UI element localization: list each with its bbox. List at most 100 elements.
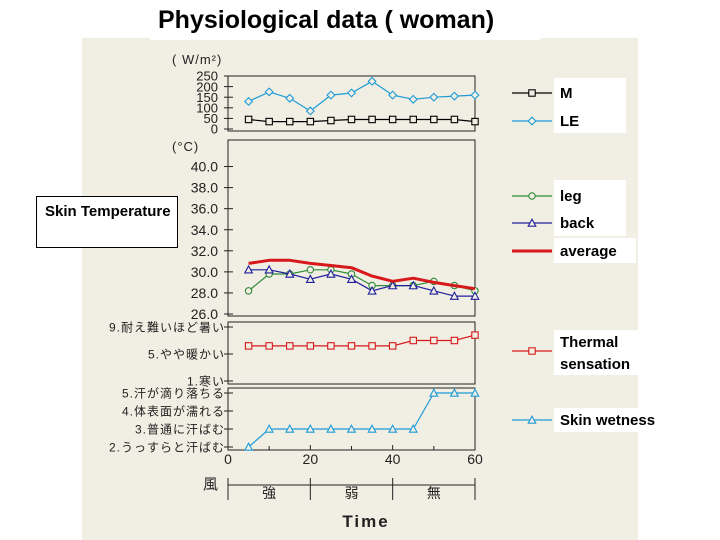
legend-label: M — [560, 85, 573, 102]
data-point-skin-wetness — [408, 424, 418, 433]
y-tick-label-skin-wetness: 5.汗が滴り落ちる — [122, 385, 225, 400]
data-point-m — [471, 117, 479, 126]
data-point-thermal-sensation — [388, 342, 397, 350]
data-point-le — [244, 96, 254, 107]
wind-segment-label: 強 — [262, 485, 276, 501]
legend-box — [554, 408, 666, 432]
data-point-back — [429, 285, 439, 295]
chart-paper-background — [82, 38, 638, 540]
legend-marker-le — [527, 116, 537, 126]
wind-segment-label: 弱 — [345, 485, 359, 501]
data-point-m — [306, 117, 315, 126]
data-point-skin-wetness — [387, 424, 398, 433]
data-point-m — [265, 117, 273, 126]
data-point-skin-wetness — [346, 424, 357, 433]
legend-marker-back — [527, 218, 537, 227]
legend-box — [554, 330, 643, 375]
skin-temperature-label: Skin Temperature — [36, 196, 178, 248]
data-point-back — [470, 291, 480, 300]
y-tick-label-skin-temperature: 28.0 — [191, 285, 218, 301]
data-point-back — [387, 280, 398, 290]
y-tick-label-skin-wetness: 2.うっすらと汗ばむ — [109, 440, 225, 454]
panel-frame-skin-temperature — [227, 139, 476, 317]
y-axis-label-skin-temperature: (°C) — [172, 139, 199, 154]
y-tick-label-thermal-sensation: 5.やや暖かい — [148, 347, 225, 361]
y-tick-label-skin-wetness: 3.普通に汗ばむ — [135, 422, 225, 436]
data-point-m — [347, 115, 356, 124]
data-point-leg — [306, 266, 315, 274]
data-point-m — [327, 116, 335, 125]
data-point-skin-wetness — [367, 424, 377, 433]
y-tick-label-skin-temperature: 38.0 — [191, 180, 218, 196]
data-point-back — [305, 274, 316, 283]
x-axis-label: Time — [342, 512, 389, 531]
data-point-m — [430, 115, 438, 124]
data-point-thermal-sensation — [409, 336, 417, 345]
data-point-thermal-sensation — [327, 342, 335, 350]
data-point-le — [408, 94, 418, 104]
panel-frame-thermal-sensation — [227, 321, 476, 385]
legend-marker-m — [528, 89, 536, 97]
y-tick-label-skin-temperature: 30.0 — [191, 264, 218, 280]
y-tick-label-thermal-sensation: 1.寒い — [187, 373, 225, 388]
legend-marker-thermal-sensation — [528, 347, 536, 355]
data-point-thermal-sensation — [368, 342, 376, 350]
data-point-le — [305, 106, 315, 116]
y-tick-label-skin-wetness: 4.体表面が濡れる — [122, 403, 225, 418]
panel-frame-energy — [227, 75, 476, 132]
legend-label: back — [560, 215, 595, 232]
legend-box — [554, 78, 626, 133]
data-point-m — [450, 115, 459, 124]
data-point-m — [244, 115, 253, 124]
data-point-m — [285, 117, 294, 126]
legend-box — [554, 238, 636, 263]
y-tick-label-energy: 50 — [204, 111, 218, 126]
legend-label: Skin wetness — [560, 412, 655, 429]
y-tick-label-energy: 0 — [211, 122, 218, 137]
data-point-thermal-sensation — [244, 342, 253, 350]
data-point-back — [326, 269, 336, 278]
legend-marker-skin-wetness — [527, 415, 537, 424]
y-tick-label-energy: 150 — [196, 90, 218, 105]
panel-frame-skin-wetness — [227, 387, 476, 451]
legend-label: Thermal sensation — [560, 334, 630, 373]
series-line-thermal-sensation — [248, 334, 476, 347]
data-point-le — [449, 91, 459, 101]
x-tick-label: 40 — [385, 451, 401, 467]
data-point-le — [285, 93, 295, 103]
series-line-skin-wetness — [248, 392, 475, 448]
y-tick-label-skin-temperature: 40.0 — [191, 159, 218, 175]
series-line-le — [248, 80, 476, 112]
data-point-le — [388, 90, 398, 100]
y-tick-label-skin-temperature: 32.0 — [191, 243, 218, 259]
data-point-back — [243, 264, 254, 274]
legend-label: leg — [560, 188, 582, 205]
y-tick-label-skin-temperature: 26.0 — [191, 306, 218, 322]
data-point-m — [409, 115, 417, 124]
y-tick-label-skin-temperature: 36.0 — [191, 201, 218, 217]
y-tick-label-energy: 250 — [196, 69, 218, 84]
data-point-skin-wetness — [326, 424, 336, 433]
page-title: Physiological data ( woman) — [150, 0, 540, 40]
data-point-le — [346, 88, 357, 98]
y-tick-label-energy: 100 — [196, 100, 218, 115]
data-point-skin-wetness — [429, 388, 439, 397]
x-tick-label: 60 — [467, 451, 483, 467]
series-line-back — [248, 269, 475, 297]
data-point-thermal-sensation — [265, 342, 273, 350]
data-point-skin-wetness — [305, 424, 316, 433]
y-tick-label-thermal-sensation: 9.耐え難いほど暑い — [109, 319, 225, 334]
data-point-skin-wetness — [285, 424, 295, 433]
data-point-back — [367, 285, 377, 295]
series-line-average — [248, 258, 476, 291]
data-point-le — [326, 90, 336, 100]
data-point-le — [429, 92, 439, 102]
x-tick-label: 0 — [224, 451, 232, 467]
legend-box — [554, 180, 626, 236]
data-point-thermal-sensation — [430, 336, 438, 345]
data-point-m — [388, 115, 397, 124]
wind-segment-label: 無 — [427, 485, 441, 501]
data-point-skin-wetness — [264, 424, 274, 433]
data-point-thermal-sensation — [471, 331, 479, 339]
data-point-skin-wetness — [243, 442, 254, 451]
